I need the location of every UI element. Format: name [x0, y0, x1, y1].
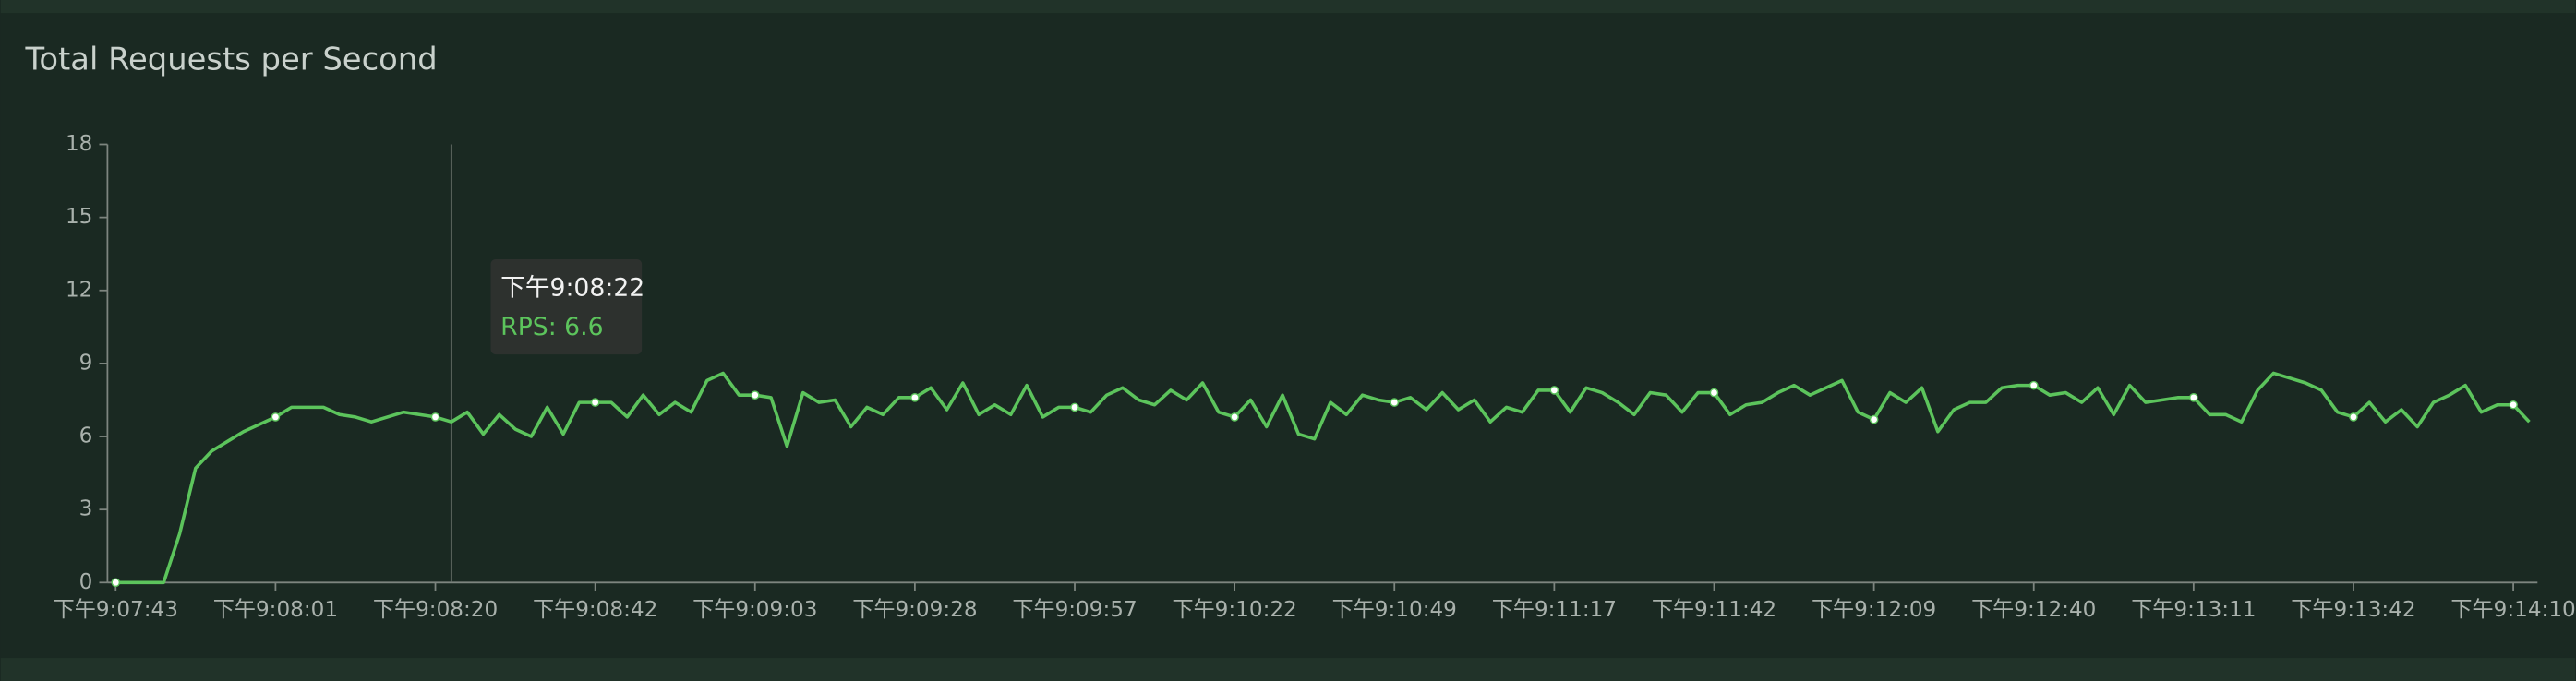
data-point — [2028, 380, 2039, 390]
data-point — [750, 390, 760, 400]
x-tick-label: 下午9:09:28 — [852, 598, 977, 622]
x-tick-label: 下午9:10:22 — [1172, 598, 1296, 622]
x-tick-label: 下午9:11:17 — [1492, 598, 1617, 622]
x-tick-label: 下午9:09:03 — [692, 598, 817, 622]
x-tick-label: 下午9:14:10 — [2450, 598, 2575, 622]
tooltip-title: 下午9:08:22 — [500, 273, 644, 302]
y-tick-label: 0 — [79, 570, 93, 594]
data-point — [2349, 412, 2358, 422]
top-strip — [0, 0, 2576, 14]
y-tick-label: 12 — [66, 278, 92, 302]
y-tick-label: 3 — [79, 497, 93, 521]
y-tick-label: 15 — [66, 205, 92, 229]
x-tick-label: 下午9:10:49 — [1332, 598, 1457, 622]
data-point — [910, 393, 920, 402]
bottom-strip — [0, 658, 2576, 681]
plot: 0 3 6 9 12 15 18 下午9:07:43 下午9:08:01 下午9:08:20 下午9… — [54, 132, 2576, 622]
x-tick-label: 下午9:08:42 — [533, 598, 657, 622]
x-tick-label: 下午9:11:42 — [1652, 598, 1776, 622]
data-point — [1390, 398, 1400, 407]
x-tick-label: 下午9:12:09 — [1812, 598, 1936, 622]
x-tick-label: 下午9:09:57 — [1012, 598, 1137, 622]
data-point — [590, 398, 600, 407]
data-point — [1709, 388, 1719, 398]
x-tick-label: 下午9:13:42 — [2291, 598, 2415, 622]
y-tick-label: 9 — [79, 351, 93, 375]
tooltip-value: RPS: 6.6 — [500, 313, 603, 341]
data-point — [2189, 393, 2198, 402]
data-point — [430, 412, 440, 422]
data-point — [111, 578, 121, 588]
y-tick-label: 18 — [66, 132, 92, 156]
data-point — [1070, 402, 1079, 412]
series-line — [115, 371, 2531, 585]
data-point — [1230, 412, 1239, 422]
chart-title: Total Requests per Second — [24, 41, 437, 77]
x-tick-label: 下午9:13:11 — [2131, 598, 2256, 622]
data-point — [2509, 400, 2518, 410]
data-point — [1869, 414, 1879, 424]
panel-body — [0, 13, 2576, 659]
x-tick-label: 下午9:08:01 — [213, 598, 338, 622]
y-tick-label: 6 — [79, 424, 93, 448]
x-tick-label: 下午9:08:20 — [373, 598, 498, 622]
x-tick-label: 下午9:07:43 — [54, 598, 178, 622]
tooltip: 下午9:08:22 RPS: 6.6 — [490, 258, 644, 355]
x-tick-label: 下午9:12:40 — [1971, 598, 2096, 622]
data-point — [271, 412, 281, 422]
tooltip-box — [490, 258, 643, 355]
data-point — [1549, 386, 1559, 395]
